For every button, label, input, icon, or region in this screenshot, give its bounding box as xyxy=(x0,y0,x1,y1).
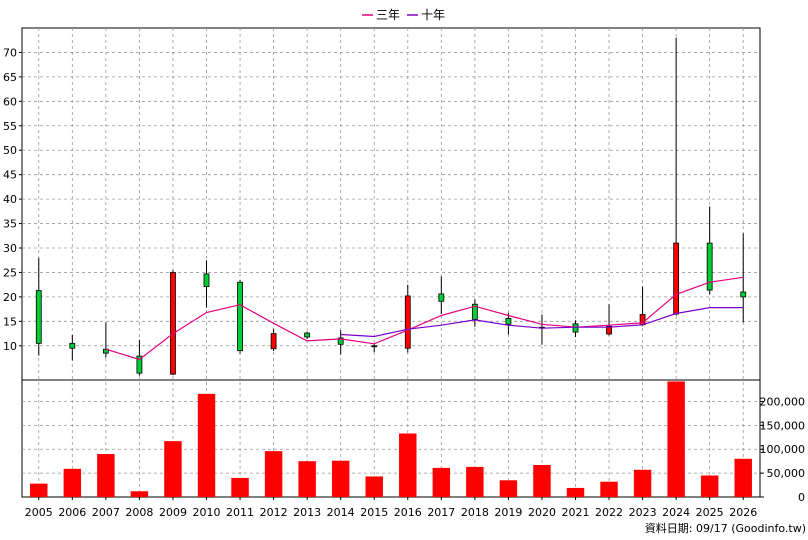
x-axis-tick-label: 2022 xyxy=(595,506,623,519)
price-axis-tick-label: 10 xyxy=(3,340,17,353)
volume-bar xyxy=(197,393,216,497)
x-axis-tick-label: 2018 xyxy=(461,506,489,519)
x-axis-tick-label: 2012 xyxy=(260,506,288,519)
x-axis-tick-label: 2023 xyxy=(629,506,657,519)
x-axis-tick-label: 2005 xyxy=(25,506,53,519)
legend: 三年 十年 xyxy=(362,8,445,22)
volume-panel-frame xyxy=(21,379,761,498)
volume-axis-tick-label: 100,000 xyxy=(760,443,806,456)
x-axis-tick-label: 2019 xyxy=(494,506,522,519)
volume-bar xyxy=(734,458,752,497)
legend-label-10yr: 十年 xyxy=(421,8,445,22)
x-axis-tick-label: 2020 xyxy=(528,506,556,519)
price-axis-tick-label: 70 xyxy=(3,46,17,59)
x-axis-tick-label: 2021 xyxy=(562,506,590,519)
candle-body xyxy=(35,290,42,344)
volume-bar xyxy=(30,483,48,497)
x-axis-tick-label: 2025 xyxy=(696,506,724,519)
x-axis-tick-label: 2016 xyxy=(394,506,422,519)
x-axis-tick-label: 2008 xyxy=(125,506,153,519)
price-axis-tick-label: 65 xyxy=(3,71,17,84)
x-axis-tick-label: 2014 xyxy=(327,506,355,519)
volume-bar xyxy=(63,468,82,497)
candle-body xyxy=(371,345,378,348)
x-axis-tick-label: 2024 xyxy=(662,506,690,519)
legend-label-3yr: 三年 xyxy=(376,8,400,22)
candle-body xyxy=(404,295,411,349)
volume-bar xyxy=(231,477,249,497)
price-axis-tick-label: 55 xyxy=(3,120,17,133)
candle-body xyxy=(136,355,143,374)
candle-body xyxy=(438,293,445,302)
candle-body xyxy=(102,348,109,354)
volume-bar xyxy=(298,461,316,497)
candle-body xyxy=(606,325,612,335)
candle-body xyxy=(706,242,713,291)
volume-axis-tick-label: 0 xyxy=(798,491,805,504)
volume-axis-tick-label: 50,000 xyxy=(767,467,806,480)
price-axis-tick-label: 50 xyxy=(3,144,17,157)
candle-body xyxy=(740,291,747,298)
volume-bar xyxy=(466,466,484,497)
volume-bar xyxy=(264,451,283,497)
price-axis-tick-label: 35 xyxy=(3,218,17,231)
data-date-footer: 資料日期: 09/17 (Goodinfo.tw) xyxy=(645,521,806,535)
x-axis-tick-label: 2010 xyxy=(193,506,221,519)
volume-bar xyxy=(164,441,182,497)
volume-bar xyxy=(499,480,518,497)
volume-bar xyxy=(633,469,652,497)
x-axis-tick-label: 2009 xyxy=(159,506,187,519)
candle-body xyxy=(69,342,76,349)
price-axis-tick-label: 30 xyxy=(3,242,17,255)
candle-body xyxy=(673,242,680,315)
price-axis-tick-label: 20 xyxy=(3,291,17,304)
volume-axis-tick-label: 200,000 xyxy=(760,395,806,408)
plot-area: 10152025303540455055606570050,000100,000… xyxy=(3,27,806,519)
candle-body xyxy=(237,281,243,352)
x-axis-tick-label: 2006 xyxy=(58,506,86,519)
price-axis-tick-label: 15 xyxy=(3,315,17,328)
x-axis-tick-label: 2026 xyxy=(729,506,757,519)
volume-bar xyxy=(399,433,417,497)
volume-bar xyxy=(432,467,451,497)
candle-body xyxy=(304,332,311,338)
candle-body xyxy=(170,272,176,375)
volume-bar xyxy=(566,487,585,497)
x-axis-tick-label: 2015 xyxy=(360,506,388,519)
volume-axis-tick-label: 150,000 xyxy=(760,419,806,432)
candle-body xyxy=(505,317,512,325)
price-axis-tick-label: 40 xyxy=(3,193,17,206)
ma-line-3yr xyxy=(105,276,744,361)
volume-bar xyxy=(130,491,149,497)
volume-bar xyxy=(600,481,618,497)
price-axis-tick-label: 25 xyxy=(3,266,17,279)
volume-bar xyxy=(700,475,719,497)
volume-bar xyxy=(533,465,551,497)
price-axis-tick-label: 60 xyxy=(3,95,17,108)
candle-body xyxy=(270,333,277,350)
x-axis-tick-label: 2011 xyxy=(226,506,254,519)
ma-line-10yr xyxy=(340,307,744,338)
x-axis-tick-label: 2013 xyxy=(293,506,321,519)
volume-bar xyxy=(365,476,383,497)
candle-body xyxy=(203,273,210,288)
volume-bar xyxy=(331,460,350,497)
x-axis-tick-label: 2007 xyxy=(92,506,120,519)
price-panel-frame xyxy=(21,27,761,381)
candle-body xyxy=(337,337,344,345)
price-axis-tick-label: 45 xyxy=(3,169,17,182)
volume-bar xyxy=(667,381,685,497)
candle-body xyxy=(572,323,579,333)
volume-bar xyxy=(97,454,115,497)
x-axis-tick-label: 2017 xyxy=(427,506,455,519)
